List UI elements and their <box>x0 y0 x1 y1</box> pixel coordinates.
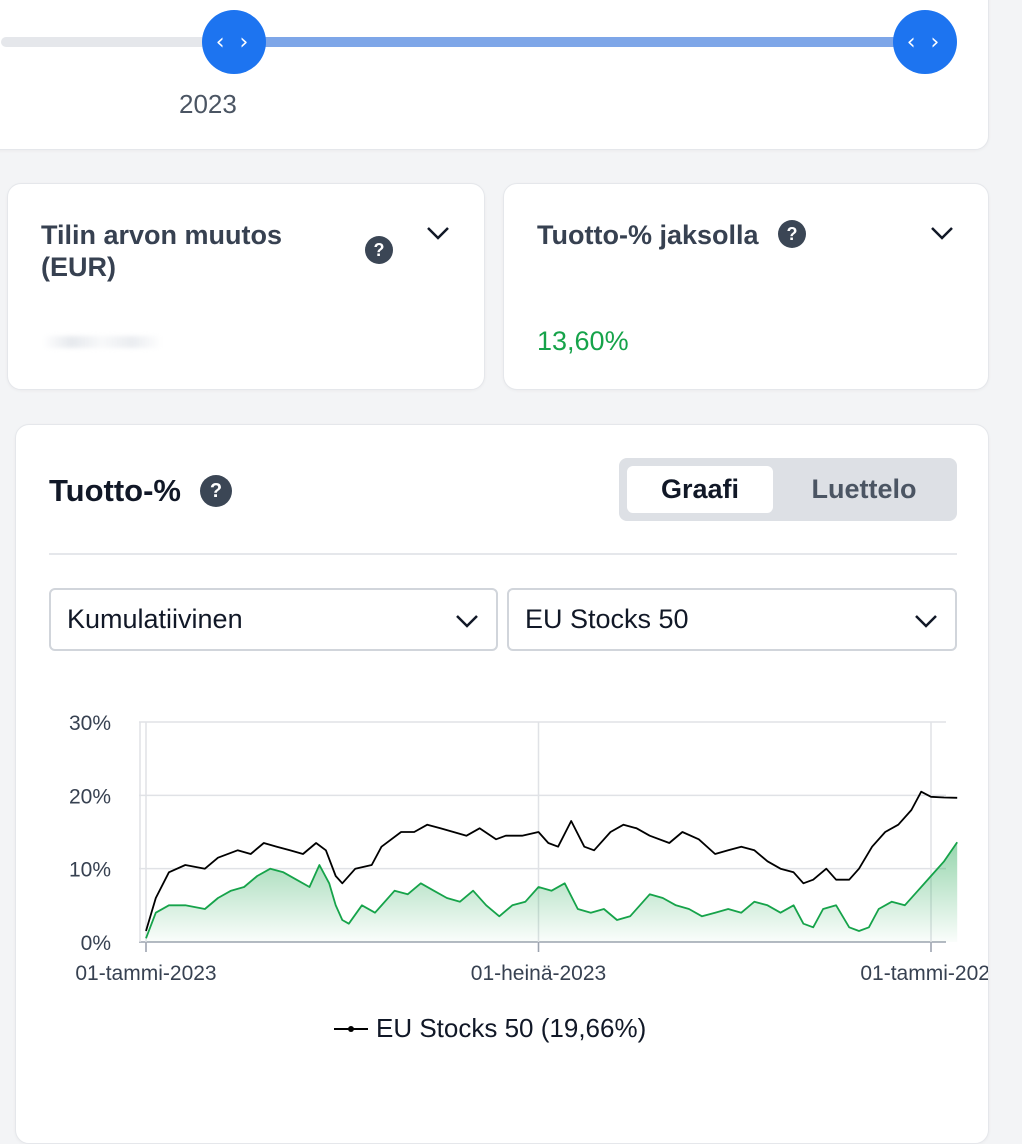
benchmark-series-line <box>145 790 958 932</box>
y-tick-label: 20% <box>69 785 111 808</box>
view-toggle: Graafi Luettelo <box>619 458 957 521</box>
chevron-down-icon[interactable] <box>425 220 451 246</box>
account-value-change-card[interactable]: Tilin arvon muutos (EUR) ? <box>7 183 485 390</box>
period-return-card[interactable]: Tuotto-% jaksolla ? 13,60% <box>503 183 989 390</box>
help-icon[interactable]: ? <box>778 220 806 248</box>
tab-graph[interactable]: Graafi <box>627 466 773 513</box>
account-value-change-title: Tilin arvon muutos (EUR) <box>41 220 283 282</box>
chart-title: Tuotto-% <box>49 473 181 508</box>
divider <box>49 553 957 555</box>
return-mode-select[interactable]: Kumulatiivinen <box>49 588 498 651</box>
code-arrows-icon: ‹ › <box>215 29 253 55</box>
chart-legend[interactable]: EU Stocks 50 (19,66%) <box>334 1013 646 1044</box>
y-tick-label: 0% <box>81 932 111 955</box>
chevron-down-icon <box>915 615 937 628</box>
portfolio-area-fill <box>146 842 958 942</box>
benchmark-value: EU Stocks 50 <box>525 604 689 634</box>
x-tick-label: 01-heinä-2023 <box>471 962 606 985</box>
portfolio-series-line <box>145 841 958 939</box>
date-range-slider-card: ‹ › ‹ › 2023 <box>0 0 989 150</box>
return-line-chart: 0% 10% 20% 30% 01-tammi-2023 01-heinä-2023 01-… <box>69 712 988 985</box>
hidden-value-blur <box>42 336 162 348</box>
slider-track-active[interactable] <box>234 37 925 47</box>
legend-line-marker-icon <box>334 1025 368 1032</box>
tab-list[interactable]: Luettelo <box>811 474 917 504</box>
return-mode-value: Kumulatiivinen <box>67 604 243 634</box>
slider-track-inactive[interactable] <box>1 37 234 47</box>
return-chart-card: Tuotto-% ? Graafi Luettelo Kumulatiivine… <box>15 424 989 1144</box>
x-tick-label: 01-tammi-2023 <box>75 962 216 985</box>
code-arrows-icon: ‹ › <box>906 29 944 55</box>
help-icon[interactable]: ? <box>365 236 393 264</box>
period-return-value: 13,60% <box>537 326 629 356</box>
slider-start-handle[interactable]: ‹ › <box>202 10 266 74</box>
legend-label: EU Stocks 50 (19,66%) <box>376 1013 647 1043</box>
y-tick-label: 10% <box>69 859 111 882</box>
y-tick-label: 30% <box>69 712 111 735</box>
period-return-title: Tuotto-% jaksolla <box>537 220 759 250</box>
chevron-down-icon[interactable] <box>929 220 955 246</box>
slider-year-label: 2023 <box>179 89 237 119</box>
chevron-down-icon <box>456 615 478 628</box>
x-tick-label: 01-tammi-2024 <box>860 962 988 985</box>
help-icon[interactable]: ? <box>200 475 232 507</box>
slider-end-handle[interactable]: ‹ › <box>893 10 957 74</box>
benchmark-select[interactable]: EU Stocks 50 <box>507 588 957 651</box>
